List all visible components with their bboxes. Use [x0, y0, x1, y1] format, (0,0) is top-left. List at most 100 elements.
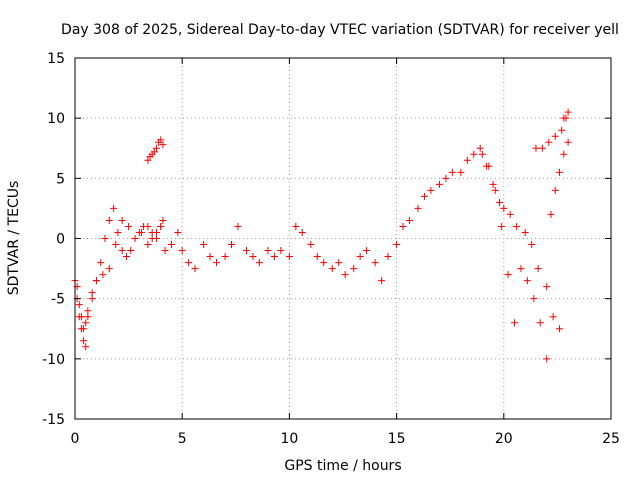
y-tick-label: 15: [47, 51, 65, 67]
data-point: [264, 247, 272, 255]
data-point: [122, 253, 130, 261]
data-point: [178, 247, 186, 255]
data-point: [137, 228, 145, 236]
data-point: [92, 277, 100, 285]
data-point: [564, 138, 572, 146]
data-point: [206, 253, 214, 261]
data-point: [112, 241, 120, 249]
data-point: [530, 295, 538, 303]
data-point: [556, 325, 564, 333]
data-point: [75, 301, 83, 309]
data-point: [478, 150, 486, 158]
data-point: [298, 228, 306, 236]
data-point: [167, 241, 175, 249]
y-tick-label: -10: [42, 352, 65, 368]
data-point: [313, 253, 321, 261]
data-point: [159, 141, 167, 149]
data-point: [307, 241, 315, 249]
data-point: [549, 313, 557, 321]
data-point: [80, 337, 88, 345]
data-point: [414, 204, 422, 212]
data-point: [157, 136, 165, 144]
data-point: [378, 277, 386, 285]
data-point: [463, 156, 471, 164]
data-point: [476, 144, 484, 152]
data-point: [80, 325, 88, 333]
data-point: [556, 168, 564, 176]
data-point: [148, 228, 156, 236]
data-point: [328, 265, 336, 273]
data-point: [97, 259, 105, 267]
data-point: [213, 259, 221, 267]
tick-layer: 0 5 10 15 20 25 -15 -10 -5 0 5 10 15: [42, 51, 620, 447]
data-point: [88, 295, 96, 303]
data-point: [118, 216, 126, 224]
data-point: [99, 271, 107, 279]
data-point: [551, 132, 559, 140]
data-point: [448, 168, 456, 176]
data-point: [118, 247, 126, 255]
data-point: [534, 265, 542, 273]
y-tick-label: 0: [56, 232, 65, 248]
data-point: [528, 241, 536, 249]
x-tick-label: 25: [602, 431, 620, 447]
data-point: [88, 289, 96, 297]
data-point: [82, 319, 90, 327]
y-tick-label: -15: [42, 412, 65, 428]
data-point: [350, 265, 358, 273]
data-point: [292, 222, 300, 230]
data-point: [84, 307, 92, 315]
data-point: [523, 277, 531, 285]
data-point: [82, 343, 90, 351]
data-point: [77, 313, 85, 321]
data-point: [110, 204, 118, 212]
data-point: [105, 216, 113, 224]
data-point: [320, 259, 328, 267]
data-point: [543, 355, 551, 363]
data-point: [538, 144, 546, 152]
y-axis-label: SDTVAR / TECUs: [6, 181, 22, 296]
data-point: [152, 144, 160, 152]
data-point: [371, 259, 379, 267]
data-point: [191, 265, 199, 273]
data-point: [285, 253, 293, 261]
chart-title: Day 308 of 2025, Sidereal Day-to-day VTE…: [61, 22, 619, 38]
data-point: [435, 180, 443, 188]
y-tick-label: 10: [47, 111, 65, 127]
data-point: [270, 253, 278, 261]
data-point: [174, 228, 182, 236]
data-point: [152, 235, 160, 242]
data-point: [470, 150, 478, 158]
data-point: [221, 253, 229, 261]
data-point: [150, 148, 158, 156]
data-point: [513, 222, 521, 230]
data-point: [511, 319, 519, 327]
data-point: [500, 204, 508, 212]
data-point: [185, 259, 193, 267]
data-point: [249, 253, 257, 261]
data-point: [105, 265, 113, 273]
data-point: [341, 271, 349, 279]
data-point: [545, 138, 553, 146]
x-tick-label: 5: [178, 431, 187, 447]
data-point: [543, 283, 551, 291]
data-point: [517, 265, 525, 273]
data-point: [144, 222, 152, 230]
data-point: [356, 253, 364, 261]
data-point: [335, 259, 343, 267]
data-point: [521, 228, 529, 236]
data-point: [277, 247, 285, 255]
data-point: [536, 319, 544, 327]
data-point: [393, 241, 401, 249]
data-point: [200, 241, 208, 249]
data-point: [558, 126, 566, 134]
data-point: [498, 222, 506, 230]
data-point: [234, 222, 242, 230]
data-point: [228, 241, 236, 249]
data-point: [457, 168, 465, 176]
data-point: [363, 247, 371, 255]
data-point: [399, 222, 407, 230]
data-point: [506, 210, 514, 218]
